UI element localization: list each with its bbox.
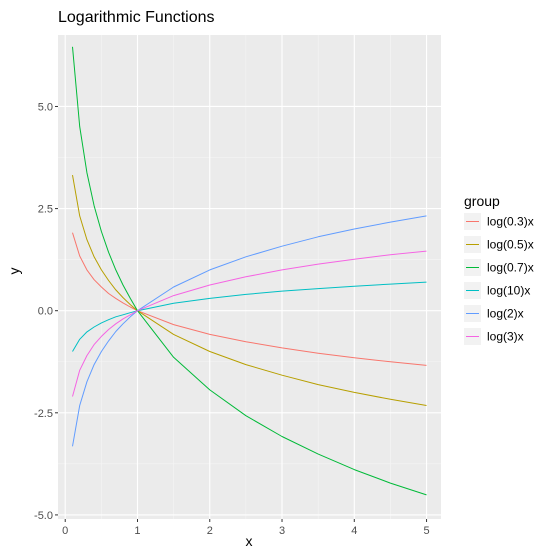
x-tick-label: 3 [279,525,285,537]
series-line [72,281,427,352]
y-tick-label: 5.0 [38,101,53,113]
series-line [72,175,427,406]
series-lines [72,46,427,496]
y-tick-label: -2.5 [34,408,53,420]
x-tick-label: 1 [134,525,140,537]
y-tick-label: -5.0 [34,510,53,522]
legend-label: log(2)x [487,307,524,321]
legend-label: log(10)x [487,284,530,298]
x-tick-label: 5 [423,525,429,537]
y-tick-label: 0.0 [38,306,53,318]
grid-minor [58,35,441,519]
legend-item: log(10)x [464,282,530,299]
legend-label: log(3)x [487,330,524,344]
legend-title: group [464,193,500,209]
x-tick-label: 2 [207,525,213,537]
legend: group log(0.3)x log(0.5)x log(0.7)x log(10)… [464,193,534,345]
y-tick-label: 2.5 [38,204,53,216]
x-tick-label: 4 [351,525,357,537]
series-line [72,215,427,447]
grid-major [58,35,441,519]
x-axis: 0 1 2 3 4 5 [62,519,430,537]
plot-panel [58,35,441,519]
legend-label: log(0.3)x [487,215,534,229]
chart-title: Logarithmic Functions [58,9,215,26]
x-tick-label: 0 [62,525,68,537]
legend-item: log(3)x [464,328,524,345]
series-line [72,250,427,397]
legend-item: log(2)x [464,305,524,322]
legend-label: log(0.7)x [487,261,534,275]
y-axis-title: y [6,268,22,275]
x-axis-title: x [246,533,253,549]
legend-items: log(0.3)x log(0.5)x log(0.7)x log(10)x log(2… [464,213,534,345]
series-line [72,232,427,366]
legend-label: log(0.5)x [487,238,534,252]
series-line [72,46,427,496]
legend-item: log(0.5)x [464,236,534,253]
legend-item: log(0.7)x [464,259,534,276]
y-axis: -5.0 -2.5 0.0 2.5 5.0 [34,101,58,522]
legend-item: log(0.3)x [464,213,534,230]
